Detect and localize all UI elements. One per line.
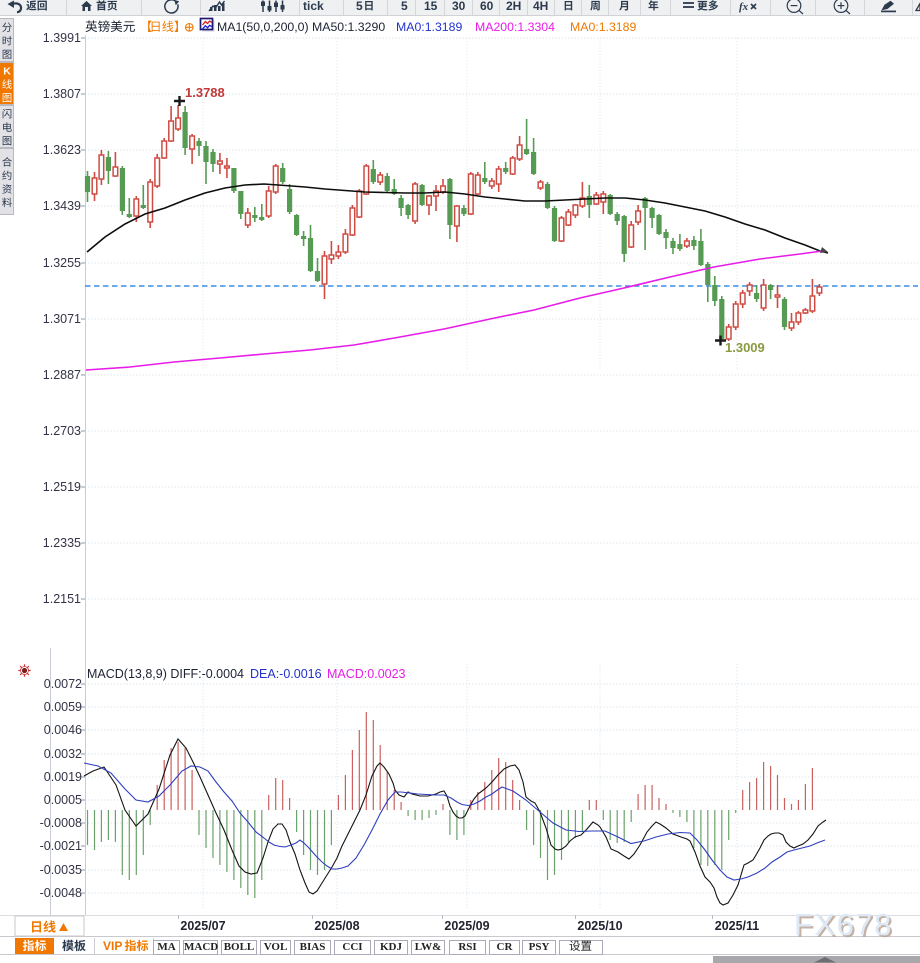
svg-text:1.3071: 1.3071	[43, 312, 81, 326]
svg-text:VIP: VIP	[103, 939, 122, 953]
svg-text:-0.0021: -0.0021	[40, 839, 82, 853]
svg-text:0.0005: 0.0005	[44, 793, 82, 807]
svg-text:1.2519: 1.2519	[43, 480, 81, 494]
svg-text:1.3439: 1.3439	[43, 199, 81, 213]
svg-text:1.3009: 1.3009	[725, 340, 765, 355]
svg-text:fx: fx	[739, 1, 749, 13]
svg-text:1.3788: 1.3788	[185, 85, 225, 100]
svg-text:K: K	[3, 66, 11, 78]
svg-text:2025/11: 2025/11	[715, 919, 760, 933]
svg-text:1.3807: 1.3807	[43, 87, 81, 101]
svg-text:-0.0008: -0.0008	[40, 816, 82, 830]
svg-text:0.0019: 0.0019	[44, 770, 82, 784]
svg-text:1.2887: 1.2887	[43, 368, 81, 382]
svg-text:MACD(13,8,9) DIFF:-0.0004: MACD(13,8,9) DIFF:-0.0004	[87, 667, 244, 681]
svg-text:0.0059: 0.0059	[44, 700, 82, 714]
svg-text:MACD:0.0023: MACD:0.0023	[327, 667, 406, 681]
svg-text:MA0:1.3189: MA0:1.3189	[396, 20, 462, 34]
svg-text:FX678: FX678	[796, 909, 895, 944]
svg-text:1.2151: 1.2151	[43, 592, 81, 606]
svg-text:1.2335: 1.2335	[43, 536, 81, 550]
svg-text:-0.0048: -0.0048	[40, 886, 82, 900]
svg-text:-0.0035: -0.0035	[40, 863, 82, 877]
svg-text:MA1(50,0,200,0) MA50:1.3290: MA1(50,0,200,0) MA50:1.3290	[217, 20, 385, 34]
svg-text:1.3991: 1.3991	[43, 31, 81, 45]
svg-text:1.3255: 1.3255	[43, 256, 81, 270]
svg-text:1.2703: 1.2703	[43, 424, 81, 438]
svg-text:0.0032: 0.0032	[44, 747, 82, 761]
svg-text:2025/07: 2025/07	[180, 919, 225, 933]
svg-text:MA200:1.3304: MA200:1.3304	[475, 20, 555, 34]
svg-text:DEA:-0.0016: DEA:-0.0016	[250, 667, 322, 681]
svg-text:2025/08: 2025/08	[314, 919, 359, 933]
svg-text:2025/10: 2025/10	[577, 919, 622, 933]
svg-text:0.0072: 0.0072	[44, 677, 82, 691]
svg-text:MA0:1.3189: MA0:1.3189	[570, 20, 636, 34]
svg-text:2025/09: 2025/09	[444, 919, 489, 933]
svg-text:FX678: FX678	[794, 907, 893, 942]
svg-text:0.0046: 0.0046	[44, 723, 82, 737]
svg-text:1.3623: 1.3623	[43, 143, 81, 157]
